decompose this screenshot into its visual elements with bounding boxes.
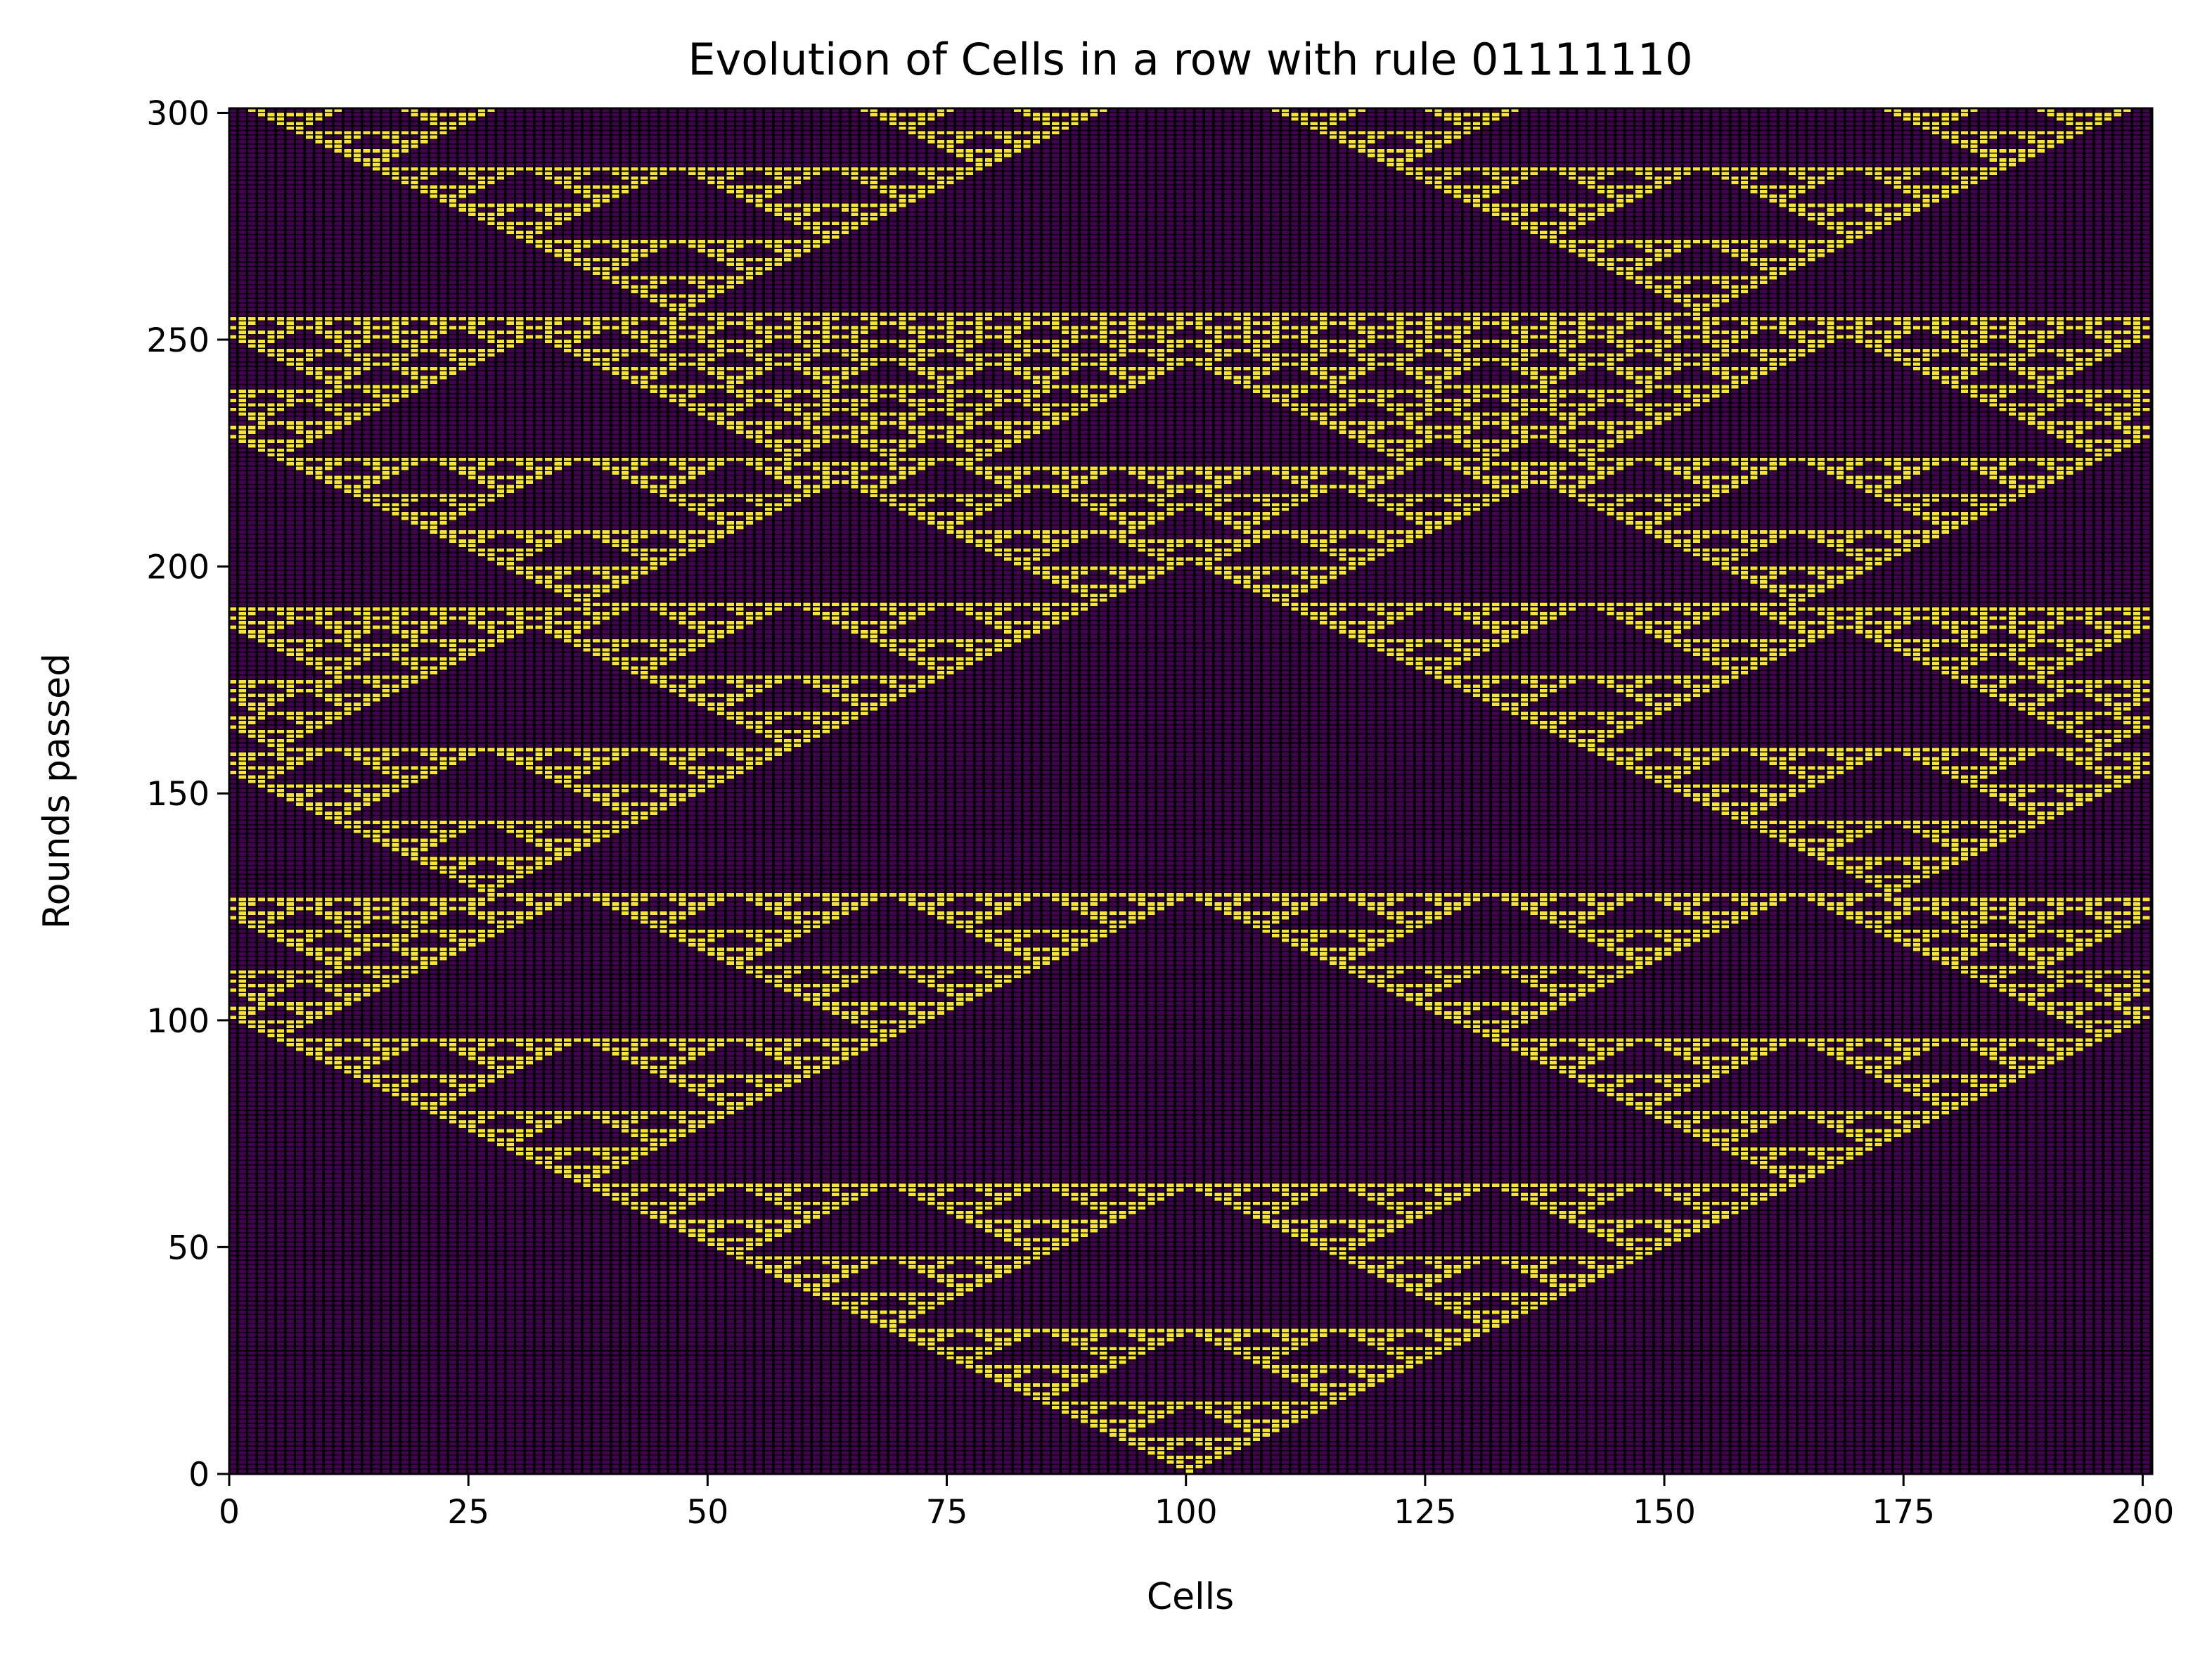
y-tick-label: 250 bbox=[146, 321, 210, 360]
y-tick-label: 300 bbox=[146, 94, 210, 133]
plot-area bbox=[228, 107, 2154, 1475]
y-tick-label: 100 bbox=[146, 1002, 210, 1041]
plot-frame bbox=[228, 107, 2154, 1475]
x-tick-label: 125 bbox=[1394, 1493, 1457, 1532]
chart-title: Evolution of Cells in a row with rule 01… bbox=[688, 34, 1692, 85]
y-tick-label: 0 bbox=[188, 1456, 210, 1494]
y-tick-label: 200 bbox=[146, 549, 210, 587]
x-axis-label: Cells bbox=[1147, 1576, 1234, 1618]
x-axis-ticks: 0 25 50 75 100 125 150 175 200 bbox=[219, 1474, 2174, 1532]
y-axis-ticks: 0 50 100 150 200 250 300 bbox=[146, 94, 229, 1494]
x-tick-label: 200 bbox=[2111, 1493, 2175, 1532]
x-tick-label: 0 bbox=[219, 1493, 240, 1532]
x-tick-label: 150 bbox=[1633, 1493, 1696, 1532]
y-tick-label: 50 bbox=[167, 1229, 210, 1267]
x-tick-label: 25 bbox=[447, 1493, 489, 1532]
x-tick-label: 50 bbox=[686, 1493, 728, 1532]
heatmap-cells bbox=[229, 108, 2152, 1474]
x-tick-label: 75 bbox=[926, 1493, 968, 1532]
x-tick-label: 100 bbox=[1155, 1493, 1218, 1532]
x-tick-label: 175 bbox=[1872, 1493, 1935, 1532]
y-axis-label: Rounds passed bbox=[36, 653, 78, 929]
y-tick-label: 150 bbox=[146, 775, 210, 814]
